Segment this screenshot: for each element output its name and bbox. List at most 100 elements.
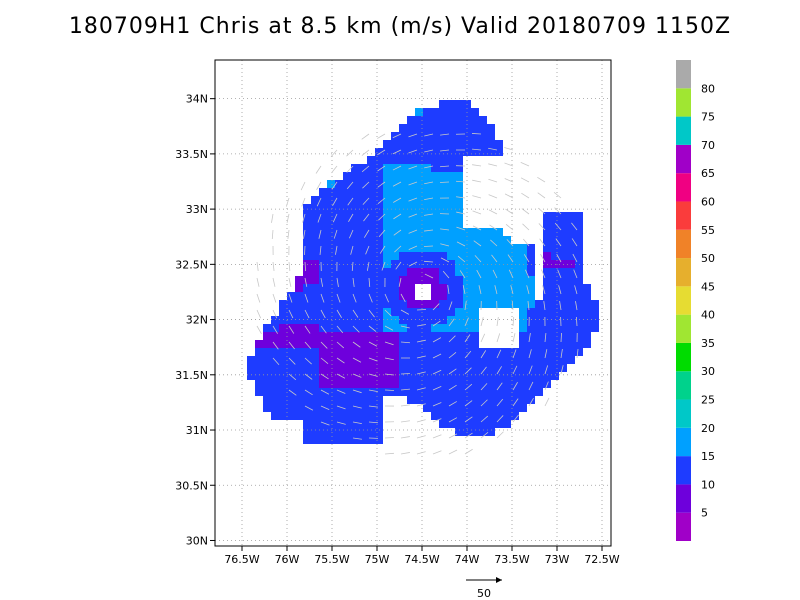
wind-arrow — [472, 148, 482, 151]
wind-cell — [351, 404, 359, 412]
wind-cell — [383, 220, 391, 228]
wind-cell — [479, 356, 487, 364]
wind-cell — [423, 228, 431, 236]
wind-cell — [527, 276, 535, 284]
wind-cell — [375, 300, 383, 308]
wind-cell — [343, 356, 351, 364]
wind-arrow — [432, 402, 442, 407]
wind-cell — [471, 364, 479, 372]
wind-cell — [247, 364, 255, 372]
wind-cell — [447, 316, 455, 324]
vector-legend-arrowhead — [496, 577, 502, 583]
wind-arrow — [496, 431, 504, 439]
wind-cell — [407, 236, 415, 244]
wind-cell — [535, 356, 543, 364]
wind-cell — [487, 268, 495, 276]
map-frame — [214, 59, 612, 547]
wind-arrow — [424, 213, 434, 216]
wind-cell — [407, 268, 415, 276]
wind-cell — [399, 332, 407, 340]
wind-arrow — [400, 373, 411, 375]
wind-cell — [343, 188, 351, 196]
wind-cell — [335, 212, 343, 220]
wind-arrow — [575, 316, 578, 327]
wind-arrow — [368, 293, 373, 303]
wind-arrow — [480, 317, 484, 327]
wind-arrow — [304, 341, 312, 350]
wind-arrow — [527, 301, 530, 311]
wind-cell — [447, 380, 455, 388]
wind-cell — [487, 292, 495, 300]
wind-cell — [303, 332, 311, 340]
colorbar-segment — [676, 60, 691, 89]
wind-arrow — [368, 325, 377, 332]
wind-cell — [383, 316, 391, 324]
wind-arrow — [352, 405, 362, 409]
wind-cell — [575, 308, 583, 316]
colorbar-label: 70 — [701, 139, 715, 152]
wind-cell — [423, 372, 431, 380]
wind-arrow — [408, 261, 418, 267]
wind-arrow — [288, 325, 295, 334]
wind-cell — [479, 236, 487, 244]
wind-arrow — [332, 197, 338, 206]
wind-cell — [399, 324, 407, 332]
wind-cell — [311, 292, 319, 300]
wind-arrow — [368, 421, 379, 424]
wind-cell — [359, 276, 367, 284]
wind-cell — [415, 116, 423, 124]
wind-arrow — [528, 333, 531, 343]
wind-cell — [343, 180, 351, 188]
wind-cell — [575, 284, 583, 292]
wind-arrow — [256, 261, 259, 271]
wind-cell — [255, 356, 263, 364]
wind-cell — [359, 412, 367, 420]
wind-cell — [495, 244, 503, 252]
wind-cell — [359, 220, 367, 228]
wind-cell — [503, 372, 511, 380]
wind-arrow — [439, 165, 450, 168]
wind-cell — [431, 180, 439, 188]
wind-cell — [519, 332, 527, 340]
wind-cell — [439, 332, 447, 340]
wind-cell — [351, 212, 359, 220]
wind-cell — [487, 412, 495, 420]
wind-cell — [495, 140, 503, 148]
wind-cell — [311, 420, 319, 428]
wind-cell — [583, 324, 591, 332]
wind-cell — [335, 180, 343, 188]
wind-cell — [279, 364, 287, 372]
wind-cell — [479, 300, 487, 308]
wind-arrow — [455, 180, 466, 183]
wind-arrow — [464, 350, 472, 359]
wind-cell — [351, 396, 359, 404]
wind-cell — [335, 284, 343, 292]
wind-arrow — [408, 213, 418, 218]
wind-cell — [327, 252, 335, 260]
wind-arrow — [504, 178, 514, 183]
wind-arrow — [537, 192, 546, 199]
wind-arrow — [472, 225, 482, 231]
wind-cell — [383, 196, 391, 204]
wind-cell — [303, 220, 311, 228]
wind-arrow — [400, 436, 410, 439]
wind-cell — [591, 316, 599, 324]
wind-cell — [279, 340, 287, 348]
wind-arrow — [336, 325, 344, 334]
wind-cell — [391, 340, 399, 348]
wind-cell — [439, 212, 447, 220]
wind-cell — [455, 156, 463, 164]
wind-cell — [391, 300, 399, 308]
wind-cell — [447, 132, 455, 140]
wind-cell — [567, 268, 575, 276]
wind-cell — [359, 428, 367, 436]
wind-cell — [407, 332, 415, 340]
wind-cell — [495, 292, 503, 300]
wind-arrow — [416, 309, 427, 311]
wind-cell — [375, 316, 383, 324]
vector-legend: 50 — [466, 577, 502, 600]
wind-cell — [375, 340, 383, 348]
wind-arrow — [432, 386, 442, 391]
wind-cell — [391, 212, 399, 220]
wind-cell — [503, 388, 511, 396]
